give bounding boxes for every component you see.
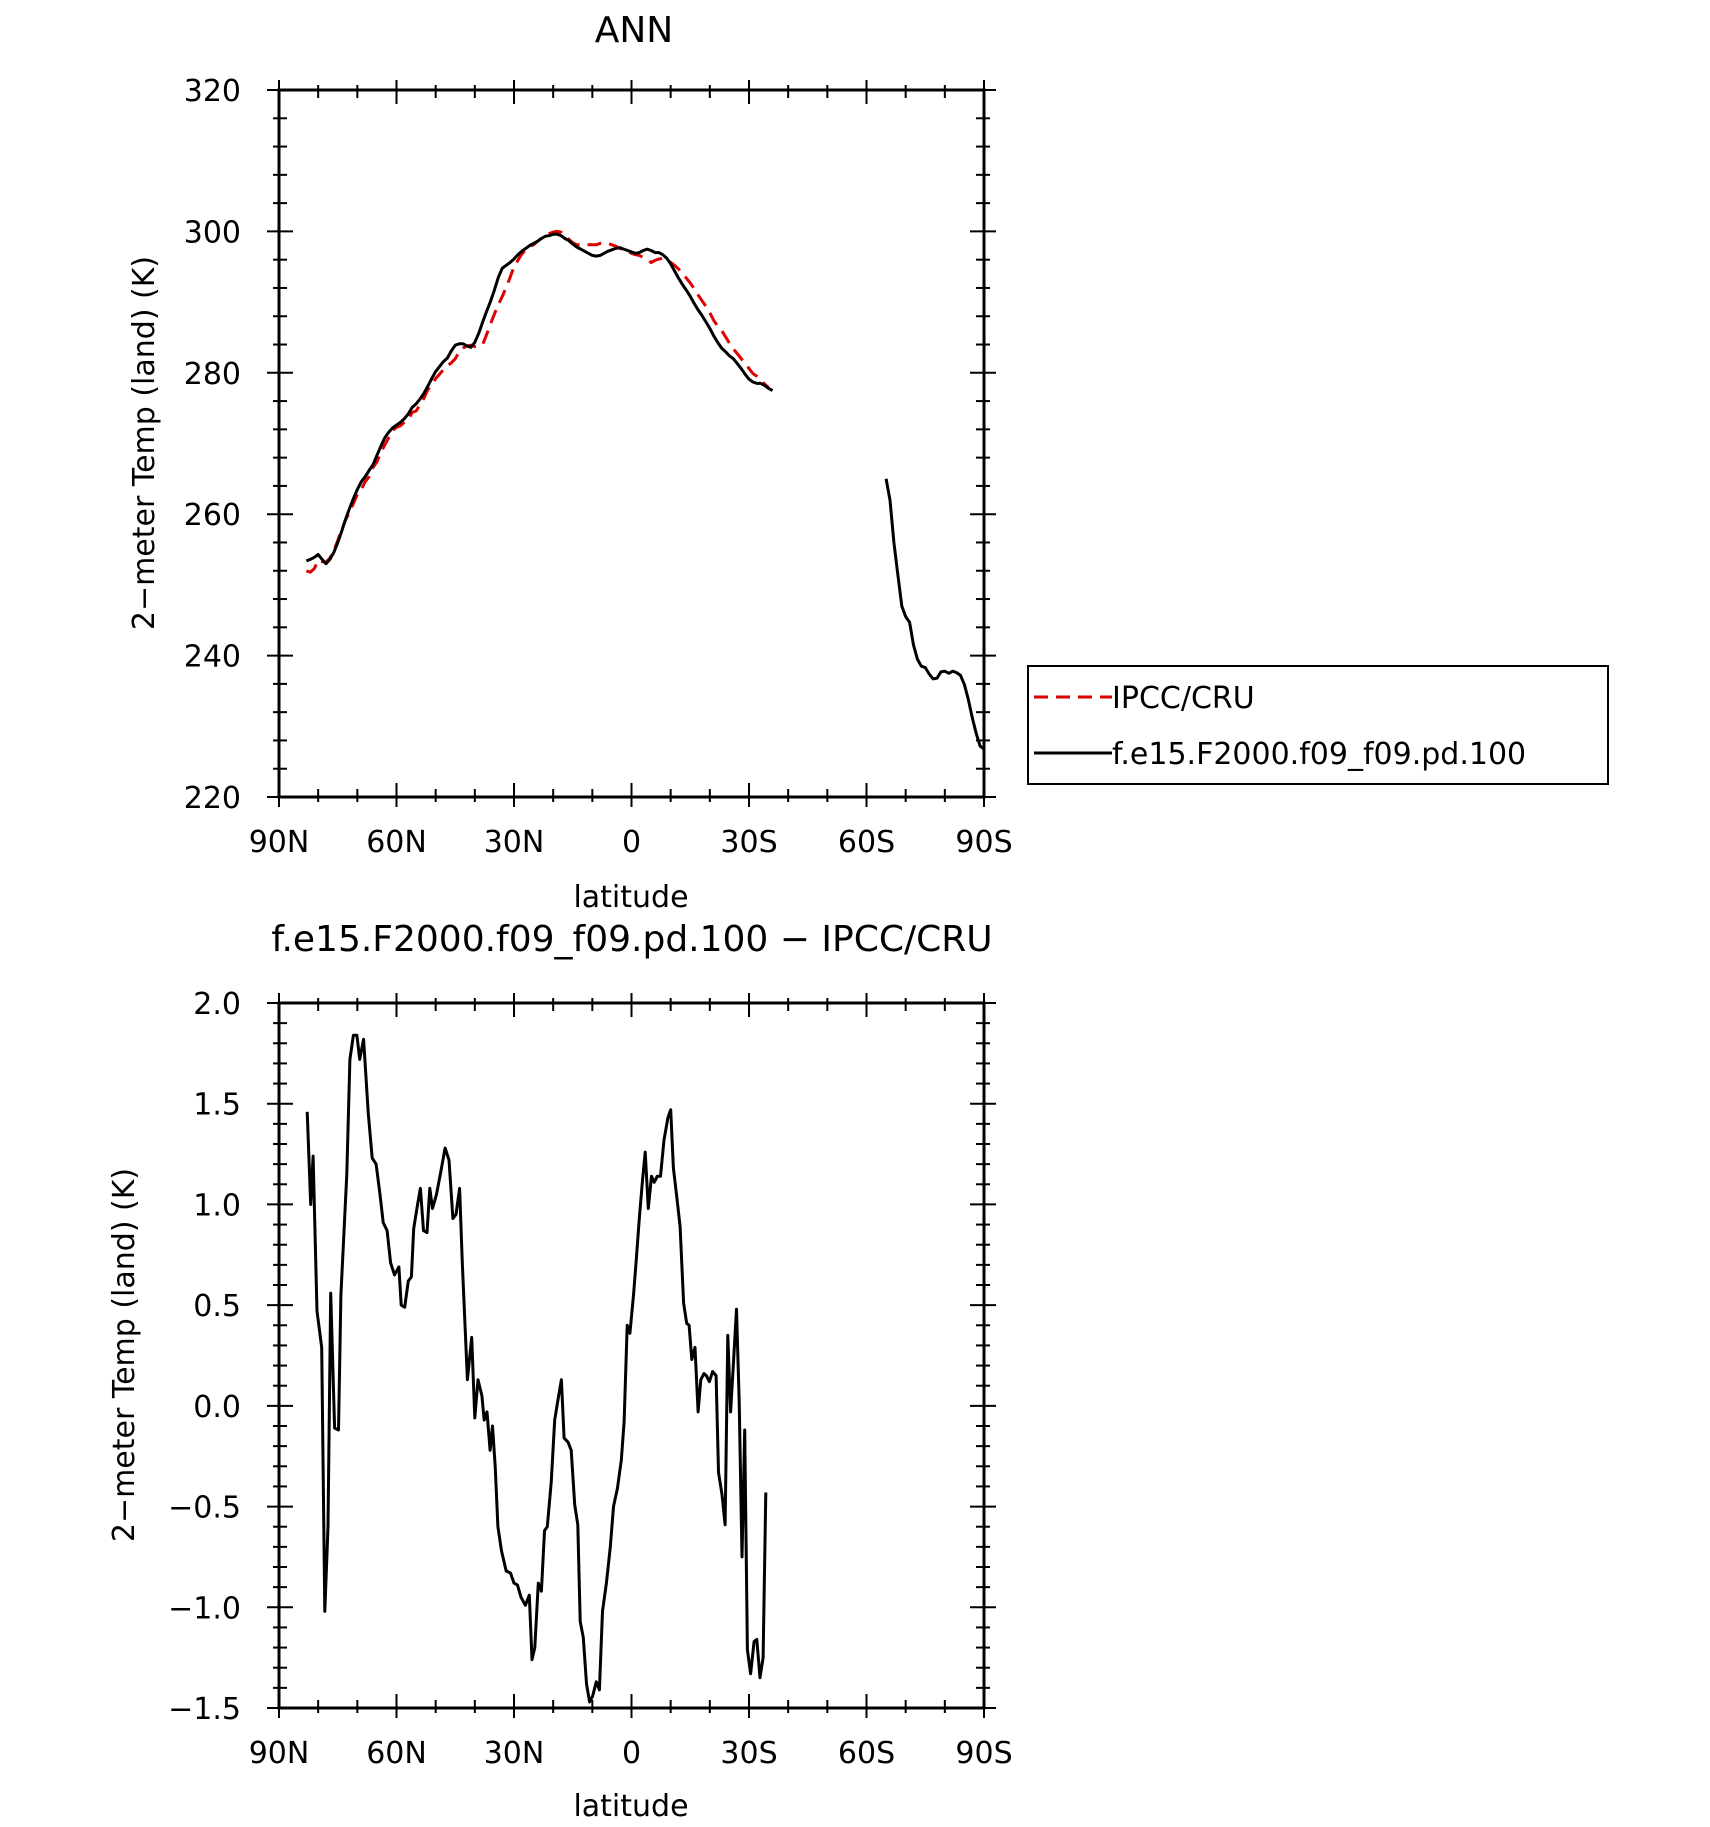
x-tick-label: 30N (484, 825, 545, 860)
x-axis-label: latitude (573, 1789, 688, 1822)
x-tick-label: 30S (720, 1736, 777, 1771)
panel-annual-temperature: ANN 90N 60N 30N 0 30S 60S 90S 220 240 260 280 300 32… (127, 10, 1609, 915)
y-tick-label: 280 (184, 357, 241, 392)
x-tick-label: 90S (955, 825, 1012, 860)
y-tick-label: 320 (184, 74, 241, 109)
y-tick-label: 220 (184, 781, 241, 816)
y-axis-label: 2−meter Temp (land) (K) (127, 256, 162, 630)
y-tick-label: 300 (184, 215, 241, 250)
panel-title: f.e15.F2000.f09_f09.pd.100 − IPCC/CRU (271, 919, 992, 960)
y-tick-label: 1.0 (193, 1188, 241, 1223)
y-tick-label: 0.5 (193, 1289, 241, 1324)
plot-area: 90N 60N 30N 0 30S 60S 90S 220 240 260 280 300 320 (184, 74, 1013, 860)
series-line-1-segment-0 (305, 232, 774, 566)
x-tick-label: 60S (838, 1736, 895, 1771)
x-tick-label: 0 (622, 1736, 641, 1771)
plot-area: 90N 60N 30N 0 30S 60S 90S −1.5 −1.0 −0.5 0.0 0.5 1.0… (168, 987, 1012, 1771)
series-line-0-segment-0 (305, 229, 770, 574)
legend-box (1027, 665, 1609, 785)
x-tick-label: 60N (366, 825, 427, 860)
plot-frame (277, 1001, 986, 1710)
y-tick-label: 240 (184, 640, 241, 675)
y-tick-label: −1.5 (168, 1692, 241, 1727)
legend-label-model: f.e15.F2000.f09_f09.pd.100 (1112, 737, 1526, 772)
panel-difference: f.e15.F2000.f09_f09.pd.100 − IPCC/CRU 90… (107, 919, 1013, 1824)
x-tick-label: 60S (838, 825, 895, 860)
legend-label-ipcc-cru: IPCC/CRU (1112, 681, 1255, 716)
y-tick-label: 1.5 (193, 1088, 241, 1123)
x-tick-label: 30N (484, 1736, 545, 1771)
series-line-0-segment-0 (305, 1033, 768, 1704)
legend: IPCC/CRU f.e15.F2000.f09_f09.pd.100 (1027, 665, 1609, 785)
x-tick-label: 60N (366, 1736, 427, 1771)
x-tick-label: 90N (249, 1736, 310, 1771)
series-line-1-segment-1 (884, 478, 985, 751)
y-tick-label: 2.0 (193, 987, 241, 1022)
x-tick-label: 90S (955, 1736, 1012, 1771)
x-tick-label: 90N (249, 825, 310, 860)
y-tick-label: −1.0 (168, 1591, 241, 1626)
y-tick-label: 0.0 (193, 1390, 241, 1425)
x-tick-label: 0 (622, 825, 641, 860)
y-tick-label: 260 (184, 498, 241, 533)
plot-frame (277, 88, 986, 799)
panel-title: ANN (595, 10, 674, 51)
y-tick-label: −0.5 (168, 1491, 241, 1526)
x-tick-label: 30S (720, 825, 777, 860)
x-axis-label: latitude (573, 880, 688, 915)
y-axis-label: 2−meter Temp (land) (K) (107, 1168, 142, 1542)
